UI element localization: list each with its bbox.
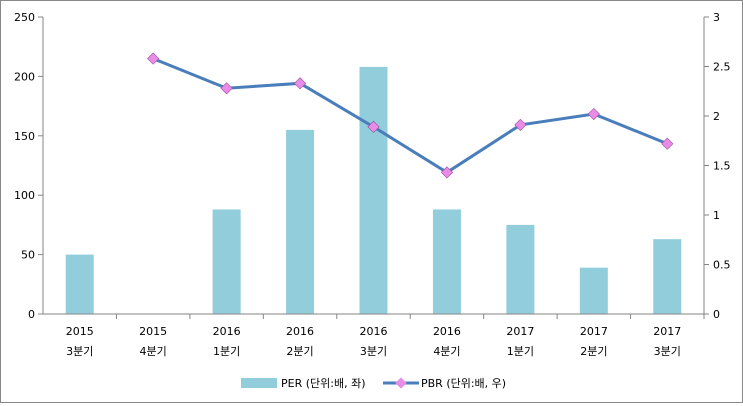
x-tick-label-quarter: 2분기	[580, 345, 607, 358]
x-tick-label-year: 2016	[213, 325, 241, 338]
left-tick-label: 250	[14, 11, 35, 24]
legend-pbr-label: PBR (단위:배, 우)	[421, 377, 506, 390]
bar-per	[506, 224, 535, 314]
right-tick-label: 0	[713, 308, 720, 321]
x-tick-label-quarter: 3분기	[654, 345, 681, 358]
x-tick-label-year: 2015	[66, 325, 94, 338]
legend-per-label: PER (단위:배, 좌)	[281, 377, 366, 390]
x-tick-label-year: 2016	[360, 325, 388, 338]
x-tick-label-quarter: 1분기	[213, 345, 240, 358]
bar-per	[212, 209, 241, 314]
pbr-marker	[587, 107, 600, 121]
right-tick-label: 3	[713, 11, 720, 24]
x-tick-label-quarter: 3분기	[66, 345, 93, 358]
x-tick-label-quarter: 1분기	[507, 345, 534, 358]
x-tick-label-year: 2015	[139, 325, 167, 338]
right-tick-label: 1	[713, 209, 720, 222]
x-tick-label-year: 2016	[286, 325, 314, 338]
x-tick-label-year: 2016	[433, 325, 461, 338]
left-tick-label: 200	[14, 70, 35, 83]
bar-per	[359, 66, 388, 315]
right-tick-label: 0.5	[713, 259, 731, 272]
x-tick-label-quarter: 2분기	[286, 345, 313, 358]
x-tick-label-quarter: 4분기	[140, 345, 167, 358]
legend-per-swatch	[241, 378, 277, 388]
line-pbr	[152, 57, 668, 175]
left-tick-label: 0	[28, 308, 35, 321]
pbr-marker	[367, 120, 380, 133]
pbr-marker	[440, 166, 454, 179]
pbr-marker	[293, 77, 307, 90]
legend-pbr-marker	[395, 377, 407, 389]
bar-per	[432, 209, 461, 314]
right-tick-label: 1.5	[713, 160, 731, 173]
bar-per	[65, 254, 94, 314]
pbr-marker	[220, 82, 233, 95]
bar-per	[653, 239, 682, 314]
bar-per	[579, 267, 608, 314]
pbr-marker	[514, 118, 527, 131]
x-tick-label-year: 2017	[506, 325, 534, 338]
right-tick-label: 2.5	[713, 61, 731, 74]
left-tick-label: 150	[14, 130, 35, 143]
left-tick-label: 50	[21, 249, 35, 262]
x-tick-label-year: 2017	[653, 325, 681, 338]
bar-per	[286, 129, 315, 314]
x-tick-label-year: 2017	[580, 325, 608, 338]
left-tick-label: 100	[14, 189, 35, 202]
x-tick-label-quarter: 3분기	[360, 345, 387, 358]
pbr-marker	[147, 52, 160, 65]
right-tick-label: 2	[713, 110, 720, 123]
pbr-marker	[661, 137, 674, 150]
x-tick-label-quarter: 4분기	[433, 345, 460, 358]
